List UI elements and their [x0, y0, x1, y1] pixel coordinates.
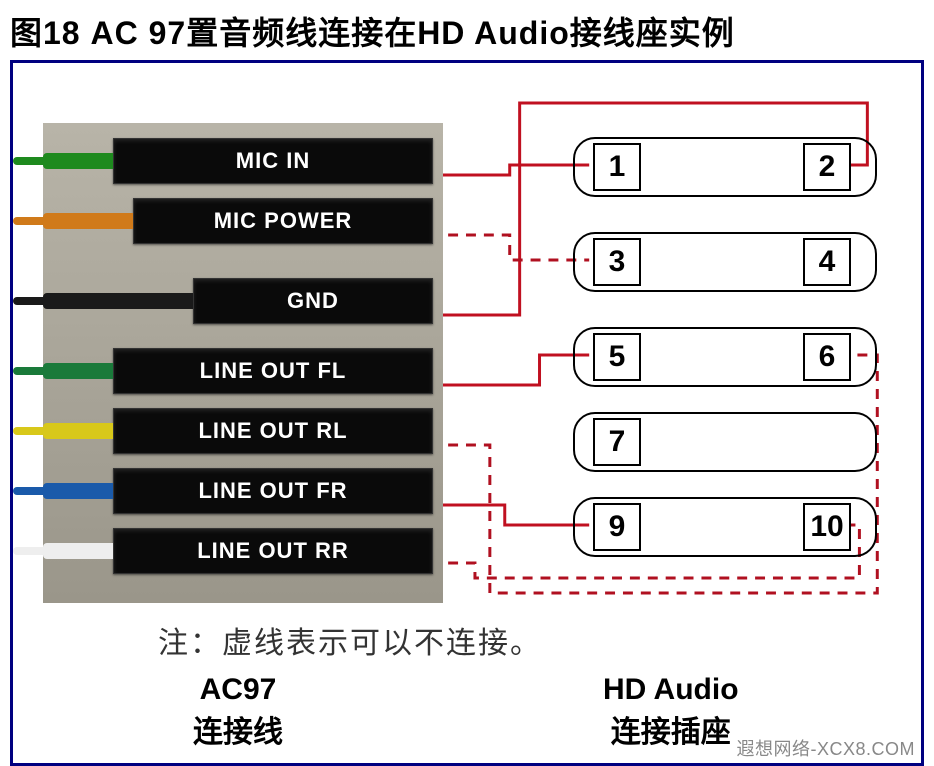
wire-segment	[43, 293, 193, 309]
pin-box: 9	[593, 503, 641, 551]
pin-box: 6	[803, 333, 851, 381]
pin-box: 1	[593, 143, 641, 191]
label-ac97-line1: AC97	[193, 673, 283, 707]
cable-row: LINE OUT FL	[43, 341, 443, 401]
diagram-frame: MIC IN MIC POWER GND LINE OUT FL LINE OUT RL…	[10, 60, 924, 766]
wire-segment	[43, 153, 113, 169]
cable-row: LINE OUT FR	[43, 461, 443, 521]
label-ac97: AC97 连接线	[193, 673, 283, 751]
wire-segment	[43, 543, 113, 559]
pin-box: 7	[593, 418, 641, 466]
wire-solid	[430, 505, 589, 525]
cable-row: MIC IN	[43, 131, 443, 191]
connector-label: MIC POWER	[133, 198, 433, 244]
watermark-text: 遐想网络-XCX8.COM	[736, 735, 915, 761]
ac97-cable-block: MIC IN MIC POWER GND LINE OUT FL LINE OUT RL…	[43, 123, 443, 603]
wire-segment	[43, 423, 113, 439]
cable-row: LINE OUT RR	[43, 521, 443, 581]
connector-label: MIC IN	[113, 138, 433, 184]
label-hdaudio: HD Audio 连接插座	[603, 673, 739, 751]
label-hd-line1: HD Audio	[603, 673, 739, 707]
wire-segment	[43, 483, 113, 499]
cable-row: GND	[43, 271, 443, 331]
wire-solid	[430, 355, 589, 385]
connector-label: LINE OUT FR	[113, 468, 433, 514]
pin-box: 4	[803, 238, 851, 286]
pin-box: 10	[803, 503, 851, 551]
wire-segment	[43, 363, 113, 379]
wire-segment	[43, 213, 133, 229]
label-hd-line2: 连接插座	[603, 707, 739, 751]
cable-row: LINE OUT RL	[43, 401, 443, 461]
page-title: 图18 AC 97置音频线连接在HD Audio接线座实例	[0, 0, 934, 60]
wire-dashed	[430, 355, 877, 593]
connector-label: LINE OUT FL	[113, 348, 433, 394]
note-text: 注：虚线表示可以不连接。	[158, 618, 542, 662]
pin-box: 3	[593, 238, 641, 286]
label-ac97-line2: 连接线	[193, 707, 283, 751]
wire-solid	[430, 165, 589, 175]
connector-label: GND	[193, 278, 433, 324]
wire-dashed	[430, 235, 589, 260]
connector-label: LINE OUT RR	[113, 528, 433, 574]
cable-row: MIC POWER	[43, 191, 443, 251]
connector-label: LINE OUT RL	[113, 408, 433, 454]
pin-box: 5	[593, 333, 641, 381]
pin-box: 2	[803, 143, 851, 191]
